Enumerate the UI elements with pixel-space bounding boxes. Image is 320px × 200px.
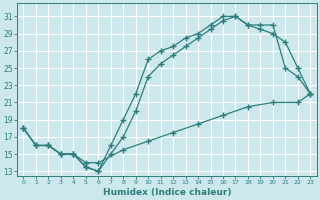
X-axis label: Humidex (Indice chaleur): Humidex (Indice chaleur) [103,188,231,197]
